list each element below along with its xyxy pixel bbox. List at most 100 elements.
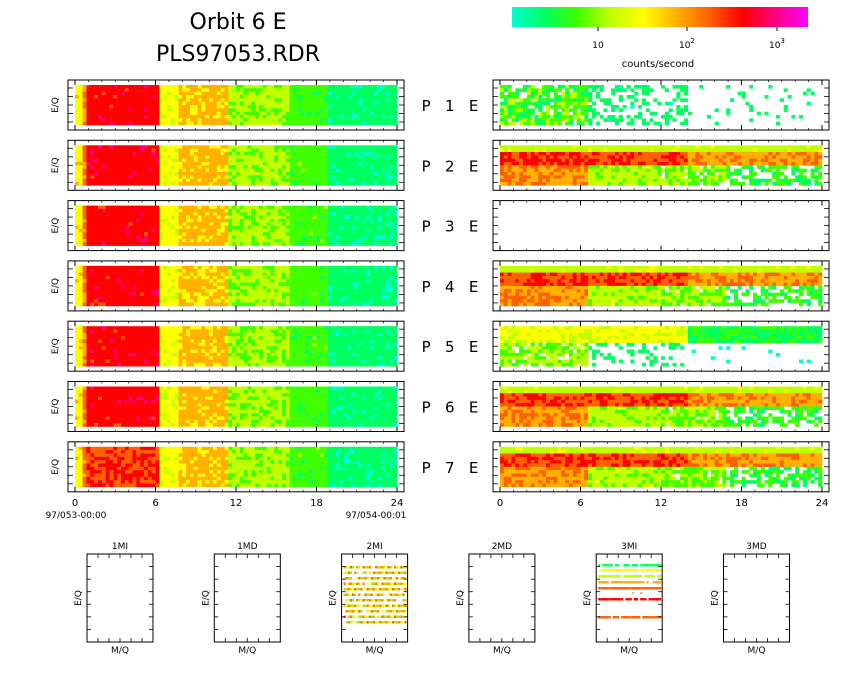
heatmap-cell [573,85,577,89]
heatmap-cell [205,296,209,300]
heatmap-cell [213,145,217,149]
heatmap-cell [757,162,761,166]
heatmap-cell [148,165,152,169]
heatmap-cell [94,152,98,156]
heatmap-cell [186,283,190,287]
heatmap-cell [194,276,198,280]
heatmap-cell [569,162,573,166]
heatmap-cell [232,279,236,283]
heatmap-cell [198,85,202,89]
heatmap-cell [378,118,382,122]
heatmap-cell [267,169,271,173]
heatmap-cell [290,206,294,210]
heatmap-cell [87,229,91,233]
heatmap-cell [190,293,194,297]
heatmap-cell [194,159,198,163]
heatmap-cell [87,95,91,99]
heatmap-cell [726,85,730,89]
heatmap-cell [106,289,110,293]
heatmap-cell [133,172,137,176]
heatmap-cell [317,92,321,96]
heatmap-cell [386,239,390,243]
heatmap-cell [301,179,305,183]
heatmap-cell [194,299,198,303]
heatmap-cell [251,266,255,270]
heatmap-cell [332,162,336,166]
heatmap-cell [213,98,217,102]
heatmap-cell [87,162,91,166]
heatmap-cell [504,182,508,186]
heatmap-cell [577,159,581,163]
heatmap-cell [784,179,788,183]
heatmap-cell [374,242,378,246]
heatmap-cell [255,122,259,126]
heatmap-cell [244,212,248,216]
heatmap-cell [179,279,183,283]
heatmap-cell [182,226,186,230]
heatmap-cell [255,145,259,149]
heatmap-cell [619,159,623,163]
heatmap-cell [255,165,259,169]
heatmap-cell [317,206,321,210]
heatmap-cell [240,269,244,273]
heatmap-cell [646,175,650,179]
heatmap-cell [508,115,512,119]
heatmap-cell [799,179,803,183]
heatmap-cell [159,206,163,210]
heatmap-cell [232,155,236,159]
heatmap-cell [129,296,133,300]
heatmap-cell [175,226,179,230]
heatmap-cell [159,162,163,166]
heatmap-cell [225,149,229,153]
heatmap-cell [711,152,715,156]
heatmap-cell [244,159,248,163]
heatmap-cell [294,85,298,89]
heatmap-cell [75,303,79,307]
heatmap-cell [240,226,244,230]
heatmap-cell [190,242,194,246]
heatmap-cell [592,155,596,159]
heatmap-cell [171,118,175,122]
heatmap-cell [202,296,206,300]
heatmap-cell [144,165,148,169]
heatmap-cell [615,162,619,166]
heatmap-cell [336,226,340,230]
heatmap-cell [523,108,527,112]
heatmap-cell [163,266,167,270]
heatmap-cell [661,182,665,186]
heatmap-cell [393,115,397,119]
heatmap-cell [795,152,799,156]
heatmap-cell [573,159,577,163]
heatmap-cell [661,159,665,163]
heatmap-cell [565,85,569,89]
heatmap-cell [163,105,167,109]
heatmap-cell [129,232,133,236]
heatmap-cell [527,155,531,159]
heatmap-cell [355,88,359,92]
heatmap-cell [500,149,504,153]
heatmap-cell [351,242,355,246]
heatmap-cell [98,229,102,233]
heatmap-cell [140,162,144,166]
heatmap-cell [190,179,194,183]
heatmap-cell [711,159,715,163]
heatmap-cell [317,239,321,243]
heatmap-cell [213,269,217,273]
heatmap-cell [343,159,347,163]
heatmap-cell [309,216,313,220]
heatmap-cell [531,149,535,153]
heatmap-cell [340,226,344,230]
heatmap-cell [512,108,516,112]
heatmap-cell [129,92,133,96]
heatmap-cell [102,303,106,307]
heatmap-cell [393,182,397,186]
heatmap-cell [90,122,94,126]
heatmap-cell [255,162,259,166]
heatmap-cell [611,92,615,96]
heatmap-cell [110,118,114,122]
heatmap-cell [359,242,363,246]
heatmap-cell [213,266,217,270]
heatmap-cell [703,169,707,173]
heatmap-cell [232,236,236,240]
heatmap-cell [129,102,133,106]
